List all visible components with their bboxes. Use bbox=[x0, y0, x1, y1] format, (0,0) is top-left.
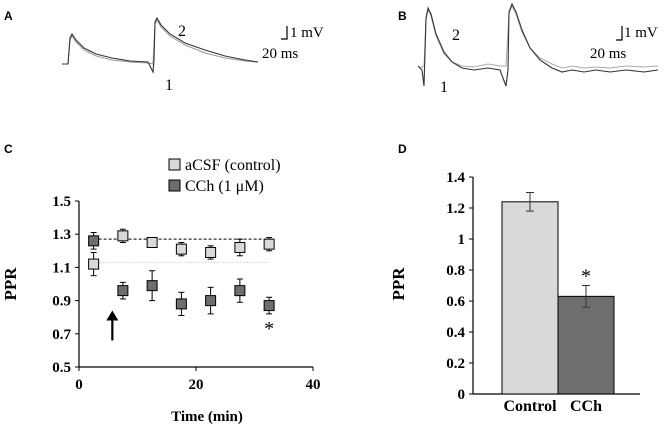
point-cch bbox=[88, 235, 100, 247]
panel-b-scale-voltage: 1 mV bbox=[624, 25, 658, 41]
panel-a-trace-1 bbox=[62, 18, 259, 65]
legend-label-acsf: aCSF (control) bbox=[185, 157, 281, 174]
point-cch bbox=[117, 285, 129, 297]
panel-a: A 2 1 1 mV 20 ms bbox=[4, 9, 324, 94]
panel-d-y-tick-label: 0 bbox=[458, 387, 466, 403]
panel-a-scalebar bbox=[281, 26, 288, 40]
panel-a-trace-2 bbox=[62, 16, 259, 75]
arrow-head-icon bbox=[106, 310, 119, 321]
panel-a-label-1: 1 bbox=[165, 77, 173, 94]
panel-d-y-tick-label: 1.4 bbox=[446, 170, 465, 186]
point-cch bbox=[205, 295, 217, 307]
panel-d-chart: D 0 0.2 0.4 0.6 0.8 1 1.2 1.4 Control CCh * PPR bbox=[389, 142, 640, 415]
panel-c-points bbox=[88, 228, 275, 317]
panel-a-scale-time: 20 ms bbox=[262, 46, 298, 62]
panel-b-trace-2 bbox=[417, 2, 659, 87]
panel-d-y-tick-label: 1 bbox=[458, 232, 466, 248]
legend-label-cch: CCh (1 μM) bbox=[185, 178, 264, 195]
panel-b-scalebar bbox=[616, 26, 623, 41]
panel-d-category-label: Control bbox=[503, 398, 557, 415]
panel-b-label-2: 2 bbox=[452, 27, 460, 44]
panel-c-y-tick-label: 0.9 bbox=[52, 294, 71, 310]
panel-b-scale-time: 20 ms bbox=[590, 46, 626, 62]
panel-c-x-tick-label: 40 bbox=[306, 377, 321, 393]
point-acsf bbox=[146, 237, 158, 248]
bar-cch bbox=[557, 295, 615, 395]
point-acsf bbox=[88, 258, 100, 270]
panel-c-y-tick-label: 1.3 bbox=[52, 227, 71, 243]
legend-swatch-cch bbox=[168, 179, 181, 192]
panel-c-x-tick-label: 20 bbox=[189, 377, 204, 393]
panel-d-category-label: CCh bbox=[570, 398, 602, 415]
bar-control bbox=[501, 201, 559, 395]
panel-d-letter: D bbox=[398, 142, 407, 156]
panel-a-letter: A bbox=[4, 9, 13, 23]
panel-d-y-tick-label: 1.2 bbox=[446, 201, 465, 217]
panel-c-chart: C 0.50.70.91.11.31.5 0 20 40 *↑ PPR Time (… bbox=[1, 142, 321, 425]
point-acsf bbox=[117, 230, 129, 242]
panel-d-y-tick-label: 0.6 bbox=[446, 294, 465, 310]
panel-c-annotations: *↑ bbox=[106, 310, 274, 357]
panel-d-x-ticks: Control CCh bbox=[503, 398, 602, 415]
panel-d-ylabel: PPR bbox=[389, 267, 408, 301]
panel-b: B 2 1 1 mV 20 ms bbox=[398, 2, 659, 96]
panel-d-y-tick-label: 0.8 bbox=[446, 263, 465, 279]
panel-c-arrow-annotation: ↑ bbox=[112, 355, 113, 357]
panel-c-y-tick-label: 0.5 bbox=[52, 360, 71, 376]
panel-c-xlabel: Time (min) bbox=[171, 409, 243, 425]
panel-a-scale-voltage: 1 mV bbox=[290, 25, 324, 41]
panel-c-letter: C bbox=[4, 142, 13, 156]
panel-c-significance-star: * bbox=[264, 318, 274, 340]
panel-d-y-tick-label: 0.2 bbox=[446, 356, 465, 372]
panel-c-axes bbox=[78, 201, 313, 368]
panel-b-label-1: 1 bbox=[440, 79, 448, 96]
point-cch bbox=[234, 285, 246, 297]
panel-a-label-2: 2 bbox=[178, 23, 186, 40]
point-cch bbox=[146, 280, 158, 292]
point-acsf bbox=[205, 246, 217, 258]
point-cch bbox=[175, 298, 187, 310]
panel-c-x-ticks: 0 20 40 bbox=[75, 367, 321, 393]
panel-d-y-tick-label: 0.4 bbox=[446, 325, 465, 341]
point-cch bbox=[263, 300, 275, 312]
legend-swatch-acsf bbox=[168, 158, 181, 171]
panel-c-y-ticks: 0.5 0.7 0.9 1.1 1.3 1.5 bbox=[52, 194, 79, 376]
point-acsf bbox=[175, 243, 187, 255]
panel-d-y-ticks: 0 0.2 0.4 0.6 0.8 1 1.2 1.4 bbox=[446, 170, 473, 403]
panel-c-x-tick-label: 0 bbox=[75, 377, 83, 393]
panel-c-legend: aCSF (control) CCh (1 μM) bbox=[168, 157, 281, 195]
panel-d-significance-star: * bbox=[581, 266, 591, 288]
panel-c-y-tick-label: 0.7 bbox=[52, 327, 71, 343]
panel-d-annotations: * bbox=[581, 266, 591, 288]
panel-c-y-tick-label: 1.1 bbox=[52, 260, 71, 276]
panel-c-ylabel: PPR bbox=[1, 267, 20, 301]
panel-b-letter: B bbox=[398, 9, 407, 23]
point-acsf bbox=[234, 241, 246, 253]
panel-d-bars bbox=[501, 192, 615, 395]
panel-c-y-tick-label: 1.5 bbox=[52, 194, 71, 210]
point-acsf bbox=[263, 238, 275, 250]
